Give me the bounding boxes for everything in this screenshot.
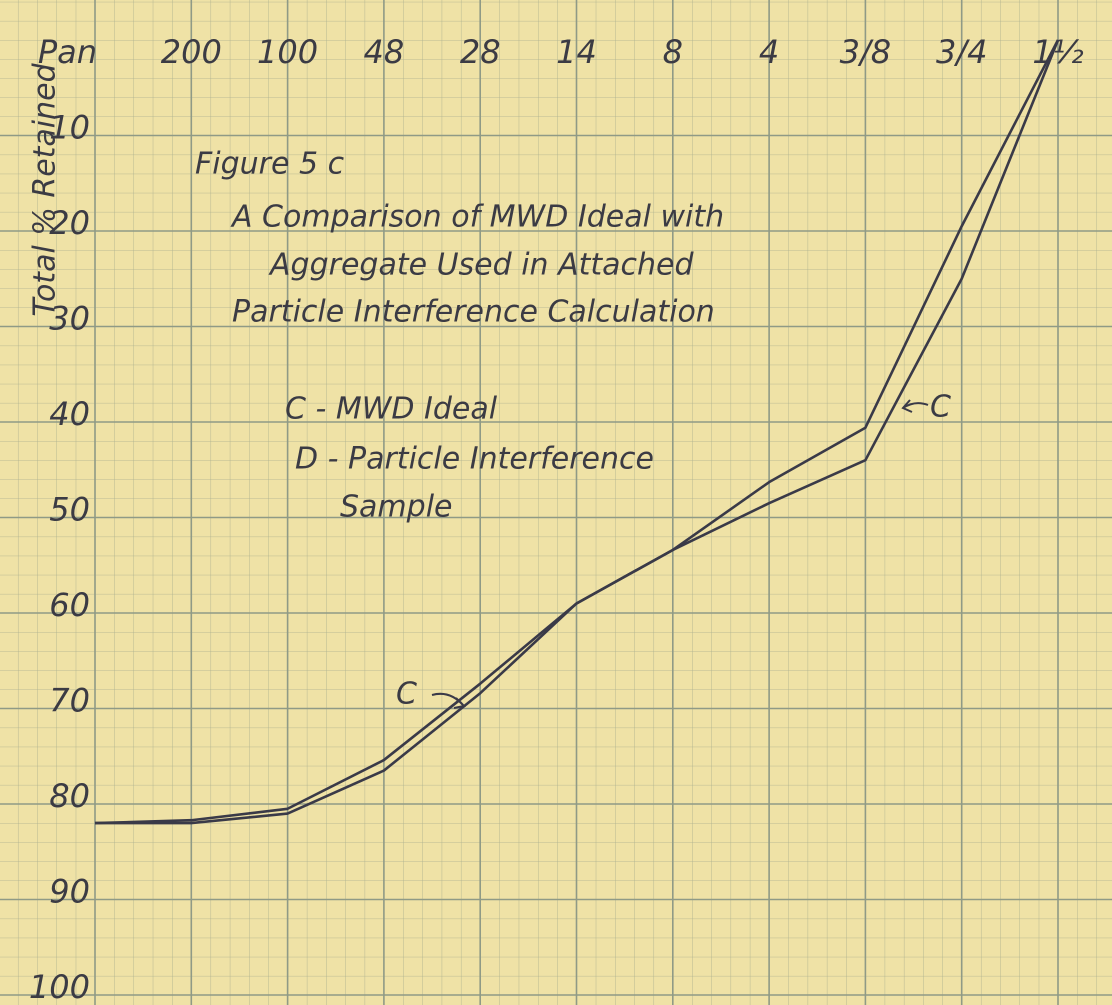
annotation: C [930, 390, 951, 425]
title-line: Aggregate Used in Attached [268, 248, 694, 283]
legend-entry: C - MWD Ideal [285, 392, 498, 427]
y-tick-label: 70 [49, 682, 90, 720]
x-tick-label: 48 [364, 33, 405, 71]
x-tick-label: 4 [759, 33, 779, 71]
x-tick-label: Pan [38, 33, 97, 71]
annotation: C [396, 677, 417, 712]
x-tick-label: 200 [161, 33, 222, 71]
title-line: Figure 5 c [195, 147, 345, 182]
x-tick-label: 8 [663, 33, 683, 71]
title-line: A Comparison of MWD Ideal with [230, 200, 724, 235]
x-tick-label: 100 [257, 33, 318, 71]
legend-note: Sample [340, 490, 453, 525]
x-tick-label: 3/8 [840, 33, 892, 71]
y-tick-label: 40 [49, 395, 90, 433]
chart: Total % Retained Figure 5 c A Comparison… [0, 0, 1112, 1005]
y-tick-label: 60 [49, 586, 90, 624]
y-axis-label: Total % Retained [28, 62, 63, 316]
y-tick-label: 50 [49, 491, 90, 529]
legend-entry: D - Particle Interference [295, 442, 654, 477]
graph-paper [0, 0, 1112, 1005]
x-tick-label: 28 [460, 33, 501, 71]
y-tick-label: 30 [49, 300, 90, 338]
x-tick-label: 14 [556, 33, 597, 71]
x-tick-label: 3/4 [936, 33, 988, 71]
y-tick-label: 90 [49, 873, 90, 911]
y-tick-label: 100 [29, 968, 90, 1005]
title-line: Particle Interference Calculation [232, 295, 715, 330]
y-tick-label: 10 [49, 109, 90, 147]
x-tick-label: 1½ [1032, 33, 1083, 71]
y-tick-label: 80 [49, 777, 90, 815]
y-tick-label: 20 [49, 204, 90, 242]
